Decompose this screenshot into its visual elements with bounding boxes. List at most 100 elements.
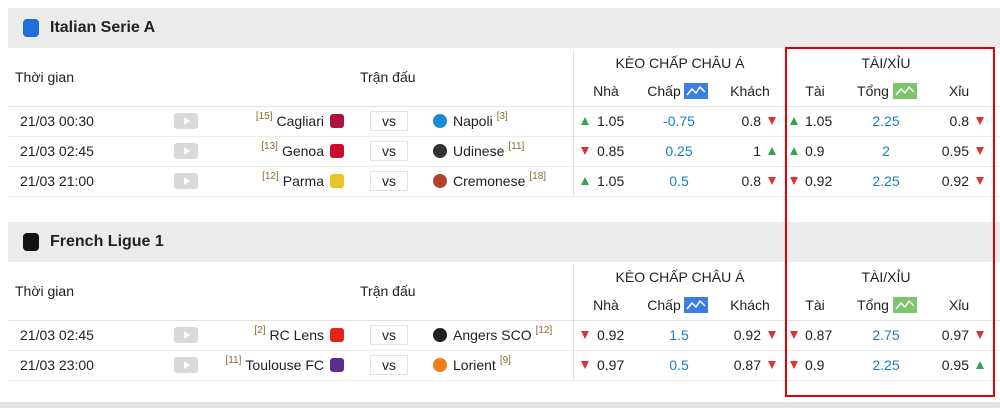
away-logo [433, 174, 447, 188]
vs-box [370, 355, 408, 375]
col-under: Xỉu [948, 83, 970, 99]
chart-icon [893, 297, 917, 313]
chart-icon-line [686, 85, 706, 96]
total-line: 2.25 [872, 173, 900, 189]
away-team: Lorient [453, 357, 496, 373]
handicap-line: -0.75 [663, 113, 695, 129]
away-rank: [12] [535, 325, 553, 336]
arrow-down [976, 117, 984, 125]
vs-box [370, 111, 408, 131]
handicap-line: 0.5 [669, 357, 689, 373]
away-odds: 0.87 [733, 357, 761, 373]
col-home: Nhà [593, 83, 619, 99]
arrow-down [790, 331, 798, 339]
play-button[interactable] [174, 173, 198, 189]
arrow-down [768, 331, 776, 339]
chart-icon [684, 83, 708, 99]
chart-icon-line [895, 85, 915, 96]
home-odds: 1.05 [597, 113, 625, 129]
vs: vs [382, 143, 396, 159]
home-team: Toulouse FC [245, 357, 324, 373]
play-icon [184, 331, 190, 339]
play-icon [184, 147, 190, 155]
away-logo [433, 114, 447, 128]
home-rank: [11] [225, 355, 242, 366]
play-button[interactable] [174, 143, 198, 159]
away-rank: [3] [496, 111, 508, 122]
vs-box [370, 325, 408, 345]
home-team: Parma [282, 173, 324, 189]
arrow-up [790, 147, 798, 155]
col-over: Tài [805, 297, 825, 313]
arrow-down [768, 177, 776, 185]
home-rank: [15] [255, 111, 273, 122]
arrow-down [581, 361, 589, 369]
col-time: Thời gian [15, 69, 74, 85]
col-home: Nhà [593, 297, 619, 313]
total-line: 2.25 [872, 113, 900, 129]
under-odds: 0.97 [941, 327, 969, 343]
match-time: 21/03 02:45 [20, 327, 94, 343]
col-handicap: KÈO CHẤP CHÂU Á [615, 269, 745, 285]
arrow-up [976, 361, 984, 369]
play-button[interactable] [174, 113, 198, 129]
col-over-under: TÀI/XỈU [861, 55, 911, 71]
row-line [8, 350, 1000, 351]
total-line: 2 [882, 143, 890, 159]
arrow-down [976, 177, 984, 185]
league-title: French Ligue 1 [50, 233, 164, 250]
arrow-up [790, 117, 798, 125]
col-over: Tài [805, 83, 825, 99]
under-odds: 0.95 [941, 143, 969, 159]
league-bar [8, 8, 1000, 48]
play-button[interactable] [174, 357, 198, 373]
col-line: Chấp [647, 83, 681, 99]
handicap-line: 0.25 [665, 143, 693, 159]
over-odds: 0.9 [805, 357, 825, 373]
home-rank: [13] [261, 141, 278, 152]
play-button[interactable] [174, 327, 198, 343]
vs: vs [382, 173, 396, 189]
home-odds: 0.85 [597, 143, 625, 159]
away-rank: [18] [529, 171, 547, 182]
away-odds: 0.92 [733, 327, 761, 343]
highlight-box [785, 47, 995, 397]
away-odds: 0.8 [741, 113, 761, 129]
play-icon [184, 177, 190, 185]
vs: vs [382, 113, 396, 129]
arrow-up [581, 117, 589, 125]
match-time: 21/03 23:00 [20, 357, 94, 373]
away-logo [433, 358, 447, 372]
arrow-down [768, 117, 776, 125]
away-logo [433, 144, 447, 158]
away-rank: [9] [499, 355, 511, 366]
home-team: Cagliari [276, 113, 324, 129]
match-time: 21/03 02:45 [20, 143, 94, 159]
play-icon [184, 361, 190, 369]
row-line [8, 380, 1000, 381]
arrow-down [976, 147, 984, 155]
col-away: Khách [730, 83, 770, 99]
over-odds: 1.05 [805, 113, 833, 129]
play-icon [184, 117, 190, 125]
total-line: 2.75 [872, 327, 900, 343]
col-match: Trận đấu [360, 69, 416, 85]
away-team: Udinese [453, 143, 505, 159]
col-over-under: TÀI/XỈU [861, 269, 911, 285]
match-time: 21/03 21:00 [20, 173, 94, 189]
chart-icon-line [686, 299, 706, 310]
arrow-down [976, 331, 984, 339]
header-line [8, 320, 1000, 321]
league-icon [23, 233, 39, 251]
header-line [8, 106, 1000, 107]
arrow-up [768, 147, 776, 155]
away-odds: 0.8 [741, 173, 761, 189]
col-line: Chấp [647, 297, 681, 313]
arrow-down [790, 177, 798, 185]
col-time: Thời gian [15, 283, 74, 299]
row-line [8, 166, 1000, 167]
under-odds: 0.95 [941, 357, 969, 373]
league-bar [8, 222, 1000, 262]
away-rank: [11] [508, 141, 525, 152]
